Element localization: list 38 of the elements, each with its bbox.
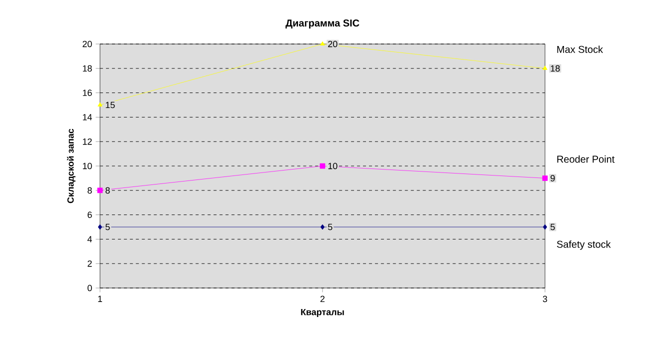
y-tick-label: 18 bbox=[82, 65, 92, 72]
chart-title: Диаграмма SIC bbox=[286, 20, 360, 29]
series-label: Safety stock bbox=[556, 240, 611, 250]
series-label: Max Stock bbox=[557, 46, 604, 53]
y-tick-label: 12 bbox=[82, 138, 92, 145]
y-tick-label: 20 bbox=[82, 40, 92, 48]
y-tick-label: 10 bbox=[82, 162, 92, 170]
point bbox=[542, 176, 548, 181]
x-axis-title: Кварталы bbox=[301, 308, 344, 317]
data-label: 8 bbox=[106, 187, 110, 194]
y-axis-title: Складской запас bbox=[66, 128, 76, 204]
y-tick-label: 14 bbox=[82, 114, 92, 120]
data-label: 20 bbox=[328, 40, 338, 48]
point bbox=[542, 66, 548, 70]
data-label: 5 bbox=[106, 224, 110, 230]
point bbox=[98, 102, 102, 106]
x-tick-label: 3 bbox=[542, 296, 548, 302]
point bbox=[320, 224, 325, 230]
data-label: 18 bbox=[550, 65, 560, 72]
y-tick-label: 2 bbox=[88, 260, 92, 267]
point bbox=[542, 224, 548, 230]
x-tick-label: 1 bbox=[98, 296, 102, 302]
data-label: 9 bbox=[550, 175, 555, 182]
data-label: 5 bbox=[328, 224, 332, 230]
data-label: 15 bbox=[106, 102, 115, 108]
y-tick-label: 16 bbox=[82, 90, 92, 96]
data-label: 5 bbox=[550, 224, 555, 230]
y-tick-label: 8 bbox=[88, 187, 92, 194]
y-tick-label: 6 bbox=[88, 212, 92, 218]
data-label: 10 bbox=[328, 162, 338, 170]
point bbox=[320, 41, 325, 46]
point bbox=[320, 163, 326, 169]
point bbox=[97, 188, 103, 194]
y-tick-label: 0 bbox=[88, 284, 92, 292]
x-tick-label: 2 bbox=[320, 296, 325, 302]
series-label: Reoder Point bbox=[557, 155, 615, 163]
point bbox=[98, 224, 102, 230]
y-tick-label: 4 bbox=[87, 236, 92, 242]
